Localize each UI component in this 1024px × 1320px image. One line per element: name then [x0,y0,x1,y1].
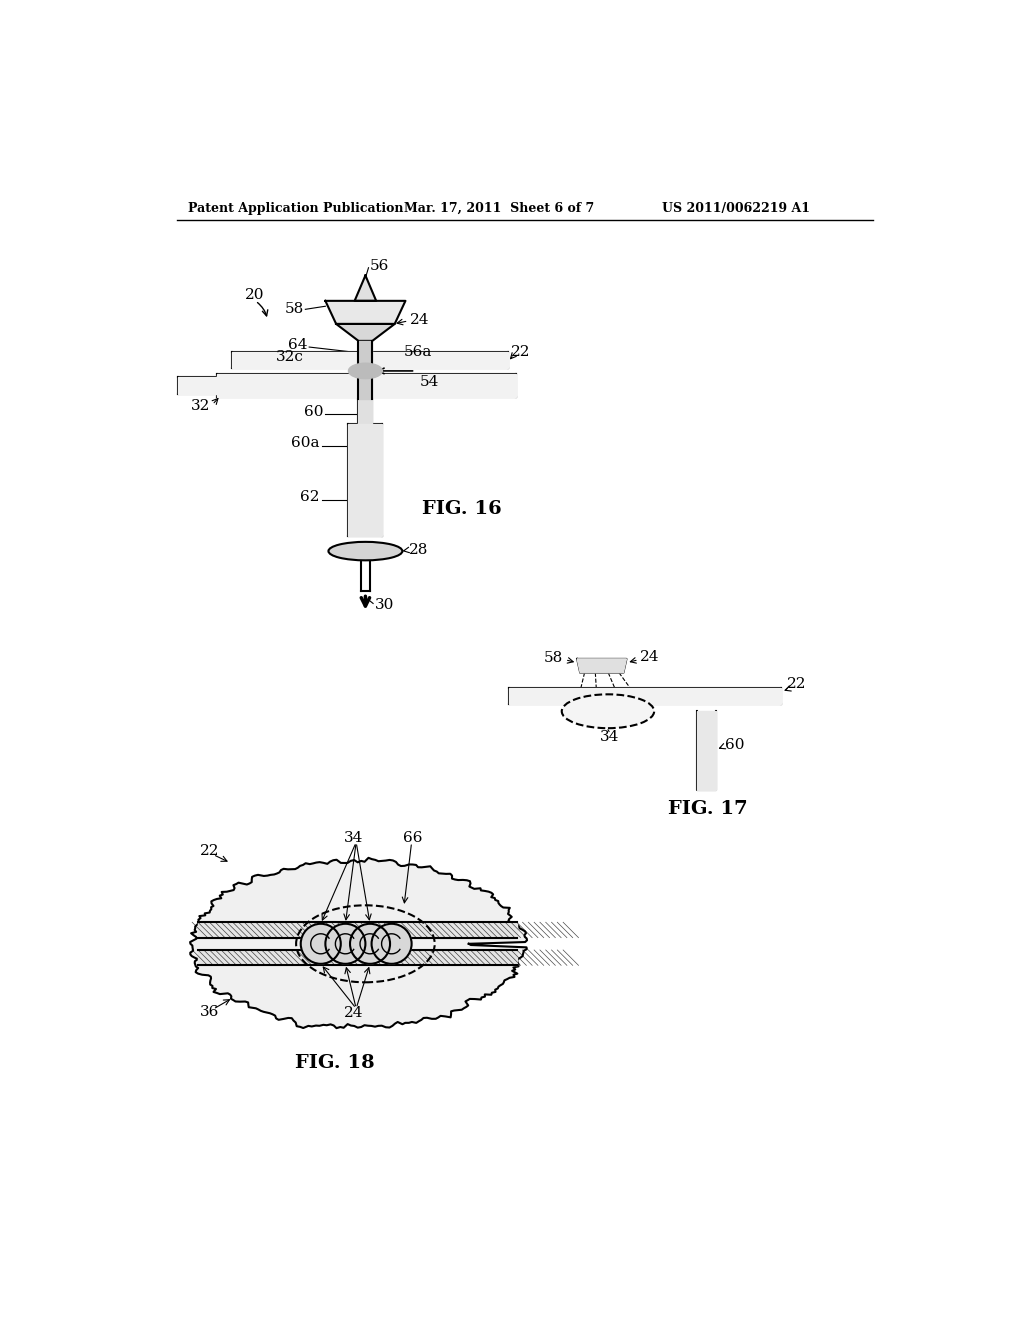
Text: 22: 22 [511,346,530,359]
Text: 62: 62 [300,490,319,504]
Text: 32c: 32c [275,350,304,364]
Polygon shape [326,301,406,323]
Text: 56: 56 [370,259,389,273]
Polygon shape [217,374,515,397]
Polygon shape [336,323,394,341]
Polygon shape [509,688,781,704]
Polygon shape [354,276,376,301]
Text: FIG. 17: FIG. 17 [669,800,748,818]
Text: 32: 32 [190,400,210,413]
Polygon shape [232,352,508,368]
Polygon shape [358,341,373,399]
Text: 58: 58 [285,301,304,315]
Text: 60: 60 [303,405,323,420]
Text: 24: 24 [344,1006,364,1020]
Text: FIG. 18: FIG. 18 [295,1055,375,1072]
Polygon shape [199,950,517,965]
Text: 24: 24 [640,651,659,664]
Text: 20: 20 [245,289,264,302]
Text: 22: 22 [786,677,806,690]
Polygon shape [358,397,373,424]
Text: 24: 24 [410,313,430,327]
Ellipse shape [329,543,402,561]
Text: US 2011/0062219 A1: US 2011/0062219 A1 [662,202,810,215]
Polygon shape [697,711,716,789]
Text: 56a: 56a [403,346,432,359]
Text: 34: 34 [344,830,364,845]
Polygon shape [199,923,517,937]
Circle shape [301,924,341,964]
Text: 28: 28 [409,543,428,557]
Text: 22: 22 [200,845,219,858]
Circle shape [372,924,412,964]
Text: 60a: 60a [291,437,319,450]
Text: 36: 36 [200,1005,219,1019]
Ellipse shape [562,694,654,729]
Ellipse shape [348,363,382,379]
Text: 66: 66 [403,830,423,845]
Text: 58: 58 [544,651,563,665]
Circle shape [350,924,390,964]
Polygon shape [178,378,217,395]
Polygon shape [190,858,527,1028]
Text: Patent Application Publication: Patent Application Publication [188,202,403,215]
Text: FIG. 16: FIG. 16 [422,500,502,517]
Circle shape [326,924,366,964]
Text: 60: 60 [725,738,744,752]
Text: 64: 64 [288,338,307,351]
Text: 34: 34 [600,730,620,744]
Polygon shape [578,659,627,673]
Text: 30: 30 [375,598,394,612]
Text: Mar. 17, 2011  Sheet 6 of 7: Mar. 17, 2011 Sheet 6 of 7 [403,202,594,215]
Polygon shape [348,424,382,536]
Text: 54: 54 [419,375,438,388]
